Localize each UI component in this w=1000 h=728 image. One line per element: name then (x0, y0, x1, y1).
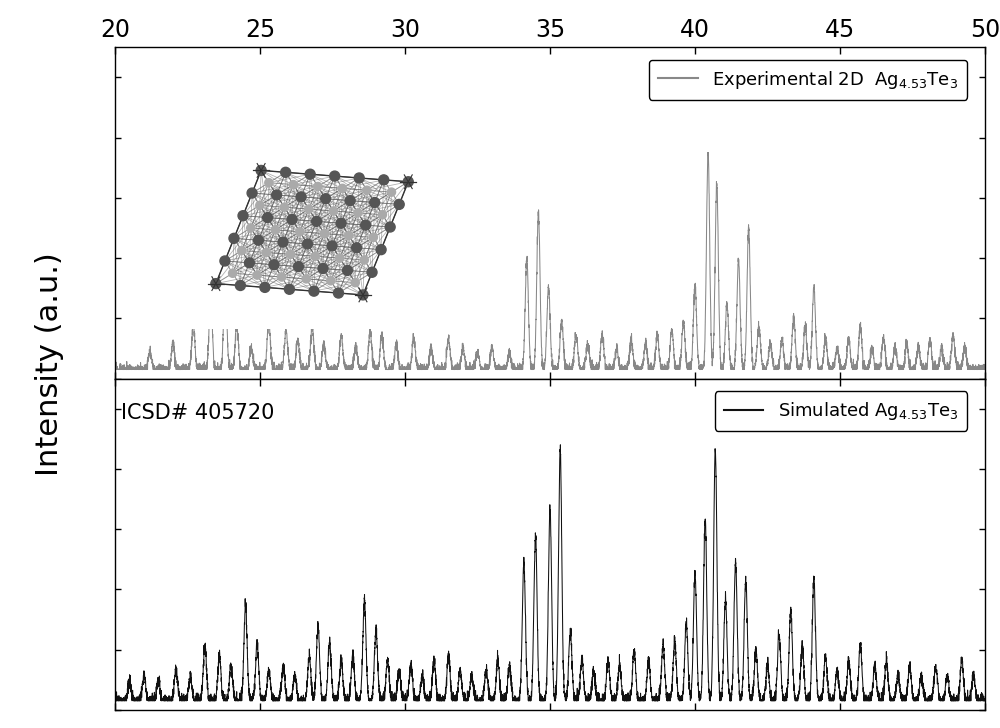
Legend: Simulated $\mathrm{Ag_{4.53}Te_3}$: Simulated $\mathrm{Ag_{4.53}Te_3}$ (715, 391, 967, 431)
Text: ICSD# 405720: ICSD# 405720 (121, 403, 274, 423)
Text: Intensity (a.u.): Intensity (a.u.) (35, 252, 64, 476)
Legend: Experimental 2D  $\mathrm{Ag_{4.53}Te_3}$: Experimental 2D $\mathrm{Ag_{4.53}Te_3}$ (649, 60, 967, 100)
